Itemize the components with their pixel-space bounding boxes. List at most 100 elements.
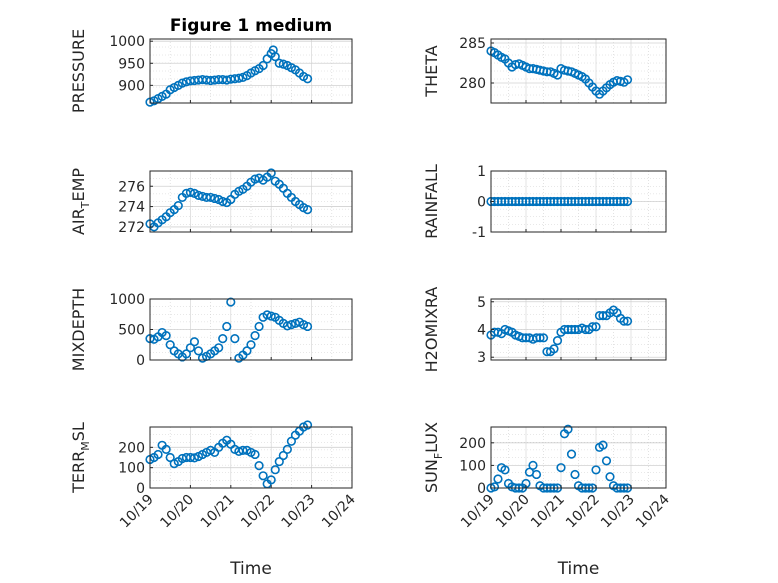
data-point [161, 444, 171, 454]
data-point [619, 316, 629, 326]
y-tick-label: 0 [136, 481, 145, 497]
data-point [601, 456, 612, 466]
y-axis-label: THETA [422, 45, 441, 97]
data-point [218, 196, 228, 207]
y-tick-label: 950 [118, 56, 145, 72]
data-point [258, 471, 268, 481]
y-tick-label: 500 [118, 323, 145, 339]
subplot-h2omixra: 3 4 5 H2OMIXRA [422, 287, 667, 373]
y-axis-label: RAINFALL [422, 164, 441, 239]
data-point [193, 190, 204, 200]
y-tick-label: 0 [136, 353, 145, 369]
data-point [591, 465, 601, 475]
x-tick-label: 10/20 [157, 492, 197, 532]
data-point [270, 465, 280, 475]
data-point [619, 196, 629, 207]
data-point [214, 343, 224, 353]
subplot-pressure: 900 950 1000 PRESSURE Figure 1 medium [69, 16, 353, 113]
data-point [274, 456, 284, 467]
axes-box [490, 426, 667, 489]
data-point [218, 334, 228, 344]
data-point [246, 340, 256, 350]
data-point [153, 449, 163, 460]
data-point [210, 193, 220, 204]
data-point [262, 54, 272, 64]
axes-box [149, 38, 353, 104]
data-point [222, 321, 232, 332]
data-point [242, 346, 252, 356]
data-point [173, 200, 183, 211]
subplot-theta: 280 285 THETA [422, 36, 667, 104]
data-point [206, 192, 216, 203]
y-tick-label: 100 [118, 461, 145, 477]
data-point [278, 450, 288, 461]
y-tick-label: 285 [459, 36, 486, 52]
y-tick-label: 900 [118, 78, 145, 94]
y-tick-label: 4 [477, 323, 486, 339]
x-tick-label: 10/23 [598, 492, 638, 532]
data-point [302, 74, 313, 84]
data-point [570, 469, 580, 480]
y-tick-label: 200 [118, 440, 145, 456]
x-tick-label: 10/21 [528, 492, 568, 532]
data-point [185, 187, 195, 197]
data-point [230, 334, 240, 344]
data-point [552, 335, 563, 346]
y-tick-label: 200 [459, 436, 486, 452]
data-point [250, 449, 260, 460]
x-tick-label: 10/24 [633, 491, 673, 531]
data-point [185, 343, 195, 353]
data-point [528, 460, 538, 471]
y-tick-label: 274 [118, 200, 145, 216]
y-axis-label: SUNFLUX [422, 422, 445, 493]
data-point [302, 321, 313, 332]
data-point [549, 344, 559, 354]
data-point [189, 337, 200, 347]
x-tick-label: 10/23 [279, 492, 319, 532]
data-point [266, 311, 276, 321]
y-axis-label: TERRMSL [69, 422, 92, 494]
data-point [165, 452, 175, 463]
data-point [278, 59, 288, 69]
data-point [493, 474, 503, 484]
data-point [302, 420, 313, 430]
data-point [193, 346, 204, 356]
y-axis-label: MIXDEPTH [69, 288, 88, 371]
data-point [282, 444, 292, 454]
data-point [238, 445, 248, 455]
y-tick-label: 1000 [109, 34, 145, 50]
data-point [622, 75, 633, 85]
y-tick-label: 1 [477, 164, 486, 180]
y-tick-label: 5 [477, 295, 486, 311]
data-point [181, 349, 191, 359]
data-point [189, 453, 200, 463]
data-point [531, 469, 542, 480]
data-point [254, 321, 264, 332]
data-point [266, 475, 276, 485]
data-point [302, 205, 313, 215]
x-tick-label: 10/20 [493, 492, 533, 532]
subplot-mixdepth: 0 500 1000 MIXDEPTH [69, 288, 353, 371]
data-point [234, 73, 244, 83]
x-tick-label: 10/22 [238, 492, 278, 532]
y-tick-label: 1000 [109, 292, 145, 308]
subplot-airemp: 272 274 276 AIRTEMP [69, 168, 353, 236]
data-point [563, 424, 573, 434]
data-point [165, 340, 175, 350]
x-tick-label: 10/19 [458, 492, 498, 532]
subplot-terrsl: 0 100 200 10/19 10/20 10/21 10/22 10/23 10/24 TER… [69, 420, 359, 579]
data-point [274, 58, 284, 68]
data-point [266, 168, 276, 178]
y-tick-label: 0 [477, 195, 486, 211]
x-tick-label: 10/19 [117, 492, 157, 532]
data-point [226, 297, 236, 307]
y-tick-label: -1 [472, 225, 486, 241]
y-tick-label: 276 [118, 179, 145, 195]
data-point [622, 316, 633, 326]
data-point [538, 333, 549, 343]
subplot-rainfall: -1 0 1 RAINFALL [422, 164, 667, 241]
y-axis-label: H2OMIXRA [422, 287, 441, 373]
data-point [622, 196, 633, 207]
